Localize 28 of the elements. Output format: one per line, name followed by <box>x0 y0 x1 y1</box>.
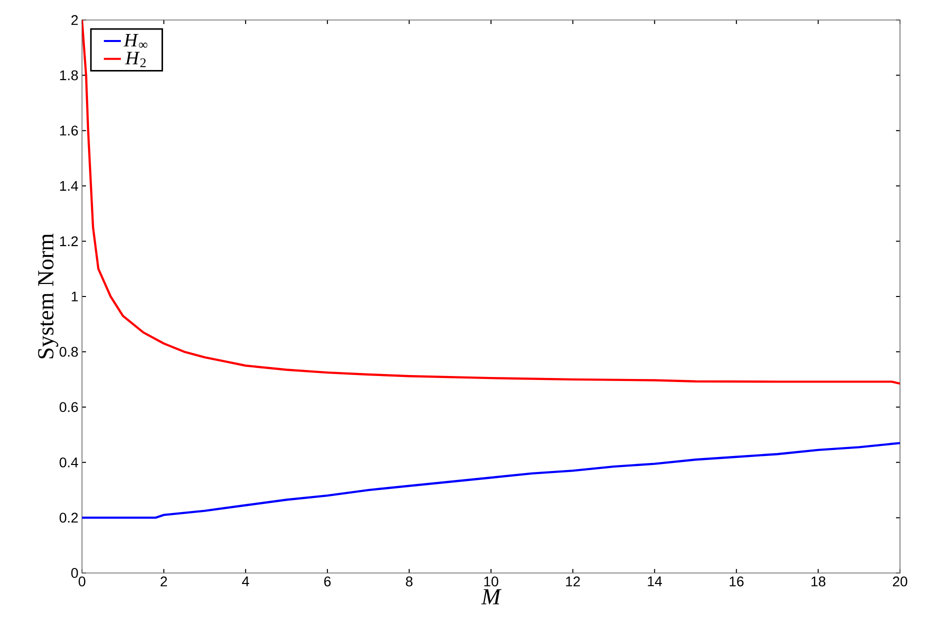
y-tick-label: 1.2 <box>60 236 78 246</box>
y-tick-label: 0.4 <box>60 457 78 468</box>
x-axis-title: M <box>481 589 502 604</box>
y-tick-label: 0.8 <box>60 346 78 357</box>
y-tick-label: 1.4 <box>60 181 78 191</box>
legend-label: H$_{2}$ <box>125 52 146 68</box>
x-tick-label: 2 <box>160 576 167 586</box>
line-series <box>82 442 900 519</box>
y-tick-label: 0 <box>71 568 78 578</box>
y-axis-title: System Norm <box>38 234 58 358</box>
y-tick-label: 1.8 <box>60 70 78 80</box>
x-tick-label: 10 <box>484 576 498 586</box>
y-tick-label: 1.6 <box>60 126 78 136</box>
x-tick-label: 4 <box>242 576 250 586</box>
x-tick-label: 14 <box>648 576 662 586</box>
x-tick-label: 16 <box>730 576 744 586</box>
y-tick-label: 2 <box>71 15 78 25</box>
x-tick-label: 0 <box>78 576 86 586</box>
line-series <box>82 20 900 385</box>
x-tick-label: 6 <box>324 576 331 586</box>
x-tick-label: 18 <box>812 576 826 586</box>
x-tick-label: 20 <box>892 576 908 586</box>
x-tick-label: 8 <box>406 576 412 586</box>
y-tick-label: 0.2 <box>60 512 78 523</box>
x-tick-label: 12 <box>566 576 580 586</box>
legend-label: H$_{∞}$ <box>124 34 148 48</box>
y-tick-label: 0.6 <box>60 402 78 412</box>
y-tick-label: 1 <box>72 292 78 302</box>
